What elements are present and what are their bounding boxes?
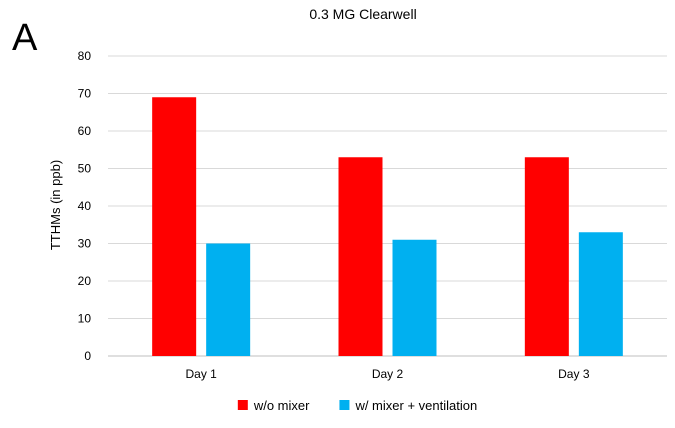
legend-label: w/ mixer + ventilation [354,398,477,413]
y-tick-label: 10 [78,312,92,326]
y-tick-label: 20 [78,274,92,288]
bar-without-mixer [152,97,197,356]
chart-title: 0.3 MG Clearwell [309,6,416,22]
legend: w/o mixer w/ mixer + ventilation [237,398,477,413]
bar-without-mixer [338,157,383,356]
y-tick-labels: 0 10 20 30 40 50 60 70 80 [78,49,92,363]
y-axis-label: TTHMs (in ppb) [48,160,63,250]
legend-swatch [339,400,350,410]
y-tick-label: 60 [78,124,92,138]
legend-swatch [237,400,248,410]
legend-label: w/o mixer [253,398,310,413]
y-tick-label: 0 [84,349,91,363]
y-tick-label: 70 [78,87,92,101]
bar-with-mixer-ventilation [206,243,251,356]
bars [152,97,623,356]
x-tick-label: Day 1 [185,367,217,381]
bar-without-mixer [524,157,569,356]
y-tick-label: 50 [78,162,92,176]
x-tick-label: Day 3 [558,367,590,381]
gridlines [108,55,667,357]
y-tick-label: 30 [78,237,92,251]
x-tick-labels: Day 1 Day 2 Day 3 [185,367,589,381]
y-tick-label: 80 [78,49,92,63]
x-tick-label: Day 2 [372,367,404,381]
y-tick-label: 40 [78,199,92,213]
bar-with-mixer-ventilation [578,232,623,356]
bar-with-mixer-ventilation [392,239,437,356]
panel-label: A [12,17,38,59]
